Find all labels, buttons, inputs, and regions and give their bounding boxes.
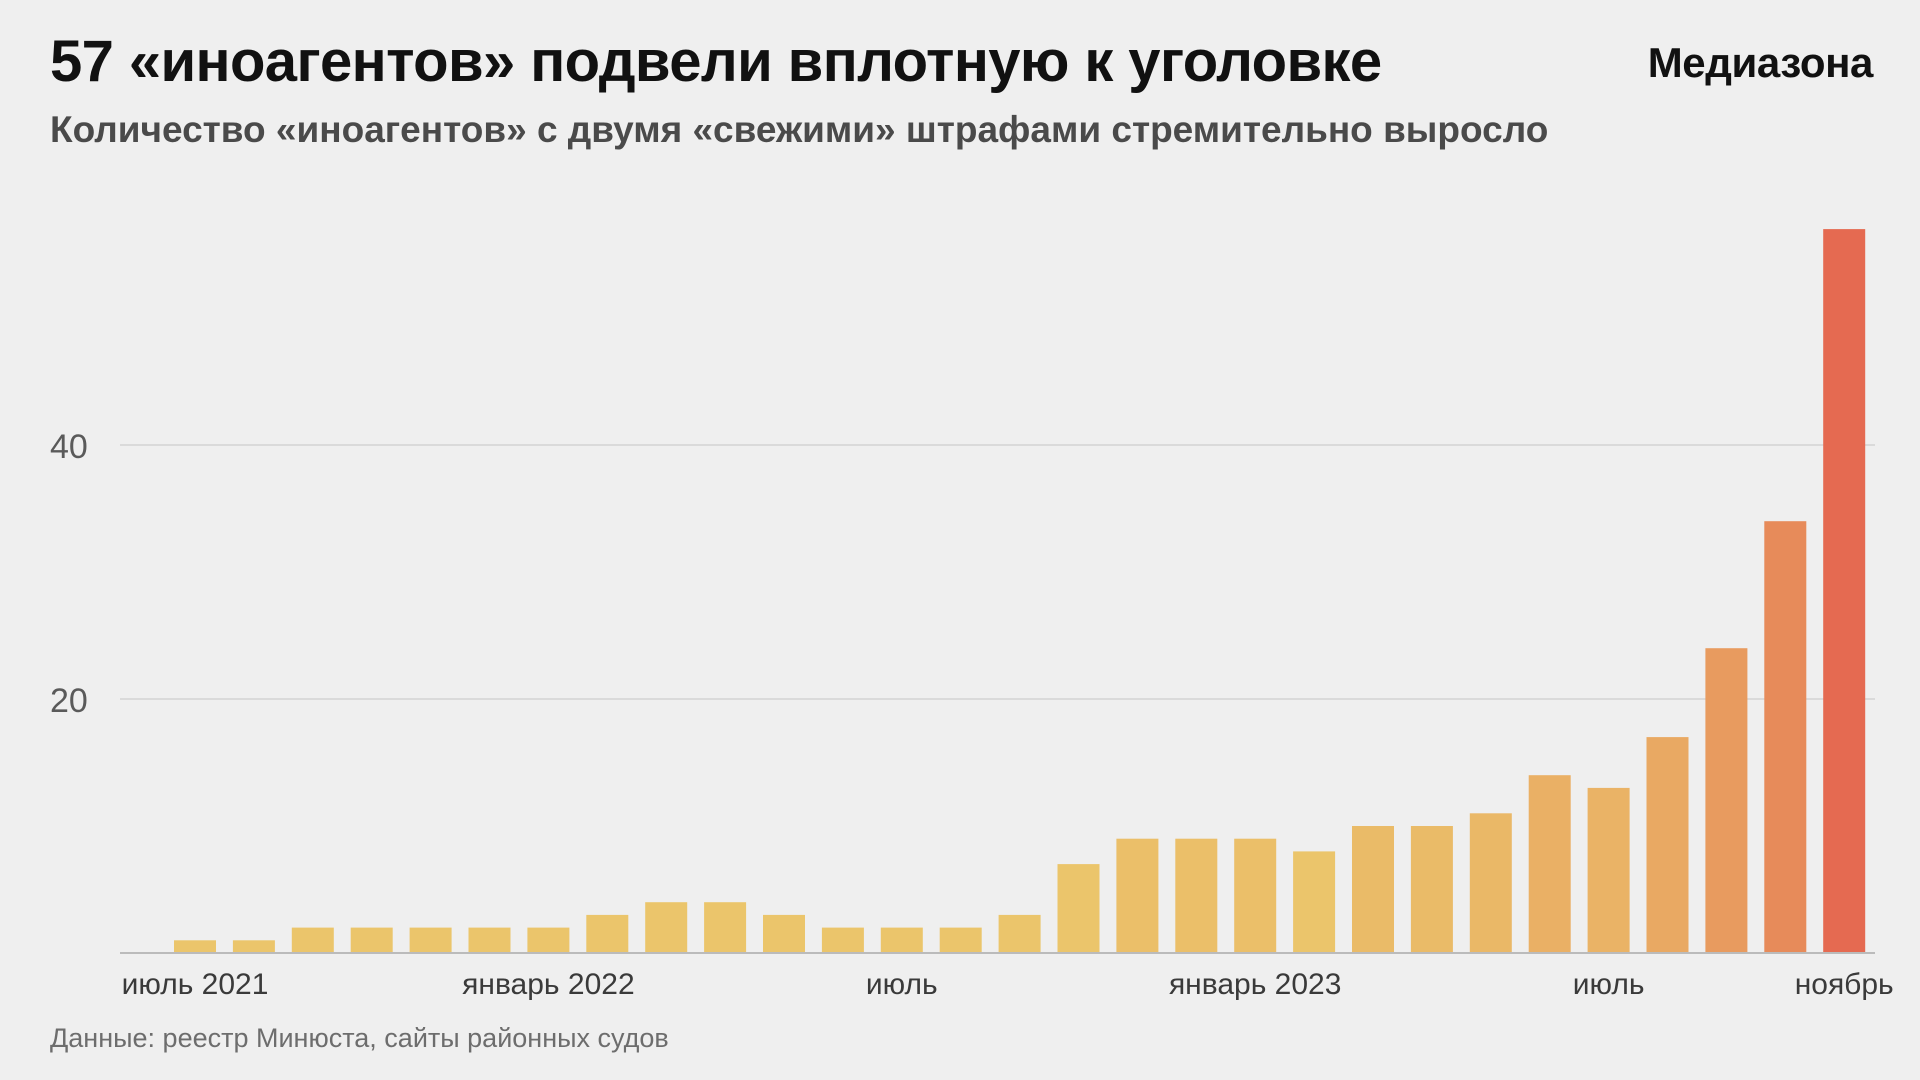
y-tick-label-20: 20	[50, 682, 88, 720]
bar-5	[409, 927, 452, 953]
bar-13	[880, 927, 923, 953]
bar-20	[1293, 851, 1336, 953]
bar-18	[1175, 838, 1218, 953]
x-tick-label-1: июль 2021	[122, 968, 269, 1001]
x-tick-label-2: январь 2022	[462, 968, 635, 1001]
bar-21	[1352, 826, 1394, 953]
bar-29	[1823, 229, 1866, 954]
bar-19	[1234, 838, 1277, 953]
bar-25	[1587, 787, 1630, 953]
brand-logo: Медиазона	[1647, 39, 1874, 86]
bar-26	[1646, 737, 1689, 953]
chart-title: 57 «иноагентов» подвели вплотную к уголо…	[50, 29, 1382, 94]
bar-8	[586, 914, 629, 953]
bar-11	[763, 914, 805, 953]
bar-24	[1528, 775, 1571, 953]
chart-bars	[174, 229, 1866, 954]
source-note: Данные: реестр Минюста, сайты районных с…	[50, 1023, 669, 1053]
chart-grid	[120, 444, 1875, 700]
bar-4	[350, 927, 393, 953]
bar-14	[939, 927, 982, 953]
x-tick-label-3: июль	[866, 968, 938, 1001]
bar-22	[1410, 826, 1453, 953]
bar-17	[1116, 838, 1159, 953]
bar-6	[468, 927, 511, 953]
bar-27	[1705, 648, 1748, 953]
chart-subtitle: Количество «иноагентов» с двумя «свежими…	[50, 109, 1549, 150]
x-tick-label-4: январь 2023	[1169, 968, 1342, 1001]
bar-3	[291, 927, 334, 953]
bar-10	[704, 902, 747, 953]
bar-28	[1764, 521, 1807, 953]
x-tick-label-6: ноябрь	[1795, 968, 1894, 1001]
y-tick-label-40: 40	[50, 428, 88, 466]
bar-7	[527, 927, 570, 953]
bar-16	[1057, 864, 1100, 953]
bar-12	[821, 927, 864, 953]
bar-2	[232, 940, 275, 953]
bar-15	[998, 914, 1041, 953]
chart-labels: 20 40 июль 2021 январь 2022 июль январь 2023 и…	[50, 428, 1894, 1001]
bar-1	[174, 940, 216, 953]
bar-23	[1469, 813, 1512, 953]
bar-9	[645, 902, 688, 953]
x-tick-label-5: июль	[1573, 968, 1645, 1001]
